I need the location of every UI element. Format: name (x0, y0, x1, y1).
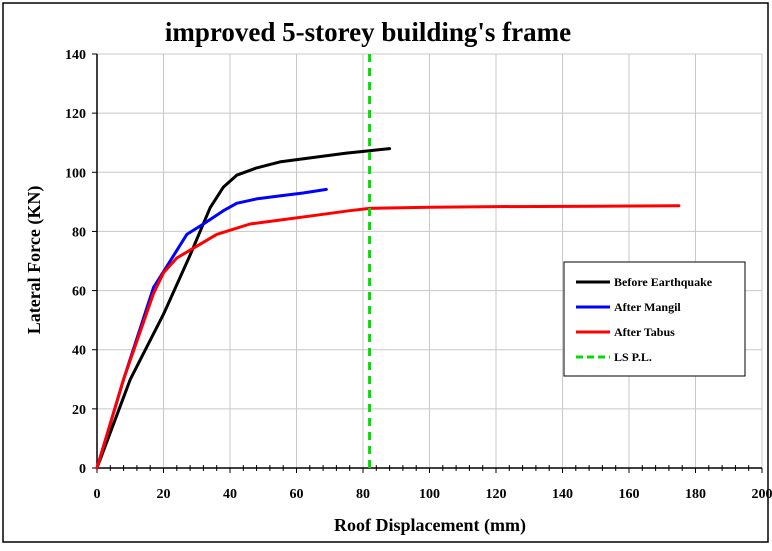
chart-title: improved 5-storey building's frame (165, 17, 571, 47)
legend-label: LS P.L. (614, 350, 652, 364)
y-tick-label: 60 (72, 285, 86, 300)
x-tick-label: 20 (157, 487, 171, 502)
y-tick-label: 120 (65, 107, 86, 122)
y-tick-label: 80 (72, 225, 86, 240)
legend: Before Earthquake After Mangil After Tabus… (564, 262, 745, 376)
x-tick-label: 200 (752, 487, 772, 502)
x-tick-label: 100 (419, 487, 440, 502)
y-tick-label: 140 (65, 48, 86, 63)
x-tick-label: 0 (94, 487, 101, 502)
x-axis-label: Roof Displacement (mm) (334, 515, 526, 536)
y-tick-label: 20 (72, 403, 86, 418)
x-tick-label: 180 (685, 487, 706, 502)
y-tick-label: 40 (72, 344, 86, 359)
x-tick-label: 40 (223, 487, 237, 502)
x-tick-label: 80 (356, 487, 370, 502)
x-tick-label: 60 (290, 487, 304, 502)
legend-label: After Mangil (614, 300, 681, 314)
x-tick-label: 120 (486, 487, 507, 502)
legend-label: After Tabus (614, 325, 675, 339)
x-tick-label: 140 (552, 487, 573, 502)
legend-label: Before Earthquake (614, 275, 713, 289)
y-tick-label: 100 (65, 166, 86, 181)
x-tick-label: 160 (619, 487, 640, 502)
y-axis-label: Lateral Force (KN) (24, 186, 45, 335)
y-tick-label: 0 (79, 462, 86, 477)
